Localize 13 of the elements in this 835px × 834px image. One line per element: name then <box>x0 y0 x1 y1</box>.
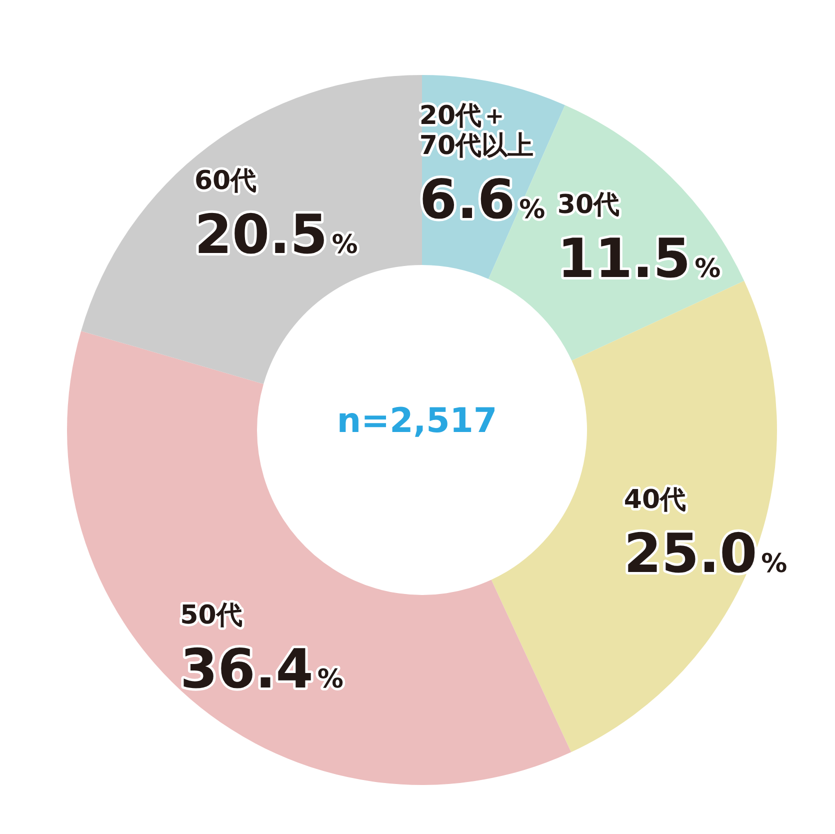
text: n=2,517 <box>336 401 498 441</box>
donut-slice <box>67 330 572 785</box>
data-label: 20.5% <box>194 202 358 266</box>
data-label: 36.4% <box>180 638 344 701</box>
data-label: 25.0% <box>624 522 788 586</box>
data-label: 11.5% <box>557 226 721 290</box>
slice-label: 40代 <box>624 485 686 516</box>
slice-label: 50代 <box>180 600 242 631</box>
slice-label: 60代 <box>194 166 257 196</box>
data-label: 6.6% <box>419 168 546 231</box>
donut-slice <box>81 75 422 384</box>
slice-label: 30代 <box>557 190 620 220</box>
slice-label: 20代＋ 70代以上 <box>419 100 534 161</box>
